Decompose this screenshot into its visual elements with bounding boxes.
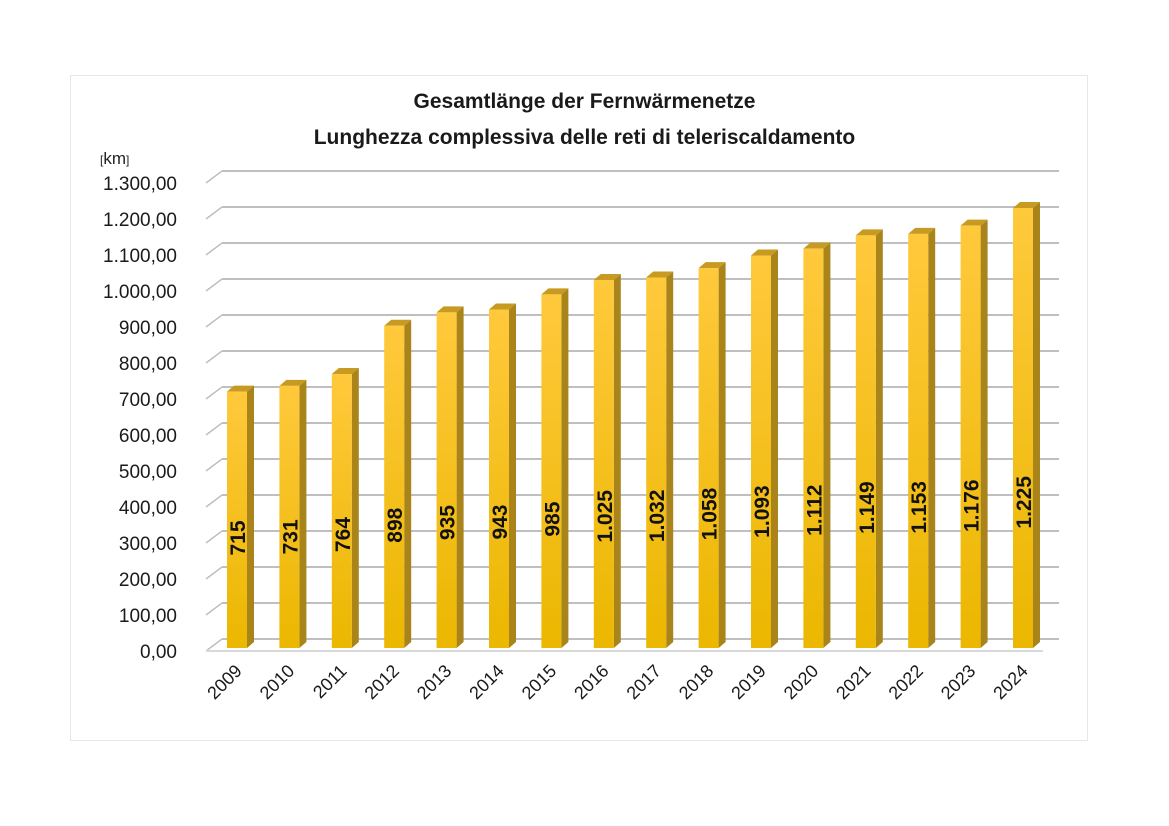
gridline-diagonal	[205, 386, 223, 400]
data-label: 935	[437, 505, 460, 540]
gridline-diagonal	[205, 350, 223, 364]
gridline-diagonal	[205, 638, 223, 652]
x-tick-label: 2020	[780, 661, 822, 703]
gridline-diagonal	[205, 530, 223, 544]
x-tick-label: 2016	[570, 661, 612, 703]
y-tick-label: 700,00	[119, 390, 177, 411]
bars: 715 731 764 898 935 943 985 1.025 1.032 1.058 1.09…	[227, 202, 1040, 649]
data-label: 1.112	[803, 485, 826, 536]
x-tick-label: 2012	[361, 661, 403, 703]
data-label: 731	[279, 519, 302, 554]
x-tick-label: 2011	[309, 661, 351, 703]
gridline-diagonal	[205, 242, 223, 256]
x-tick-label: 2017	[623, 661, 665, 703]
data-label: 1.149	[856, 481, 879, 534]
data-label: 715	[227, 520, 250, 555]
y-tick-label: 0,00	[140, 642, 177, 663]
data-label: 1.058	[699, 487, 722, 540]
x-tick-label: 2021	[832, 661, 874, 703]
bar-2016: 1.025	[593, 274, 621, 648]
data-label: 985	[541, 501, 564, 536]
chart-subtitle: Lunghezza complessiva delle reti di tele…	[313, 126, 856, 149]
data-label: 943	[489, 505, 512, 540]
y-tick-label: 1.100,00	[103, 246, 177, 267]
bar-2017: 1.032	[646, 271, 674, 648]
y-tick-label: 1.200,00	[103, 210, 177, 231]
y-tick-label: 600,00	[119, 426, 177, 447]
data-label: 764	[332, 517, 355, 552]
bar-2023: 1.176	[960, 219, 988, 648]
bar-2013: 935	[436, 306, 464, 648]
x-tick-label: 2014	[465, 661, 507, 703]
x-tick-label: 2015	[518, 661, 560, 703]
gridline-diagonal	[205, 602, 223, 616]
y-tick-label: 200,00	[119, 570, 177, 591]
y-tick-label: 400,00	[119, 498, 177, 519]
gridline-diagonal	[205, 170, 223, 184]
x-tick-label: 2009	[203, 661, 245, 703]
x-tick-label: 2013	[413, 661, 455, 703]
bar-2014: 943	[489, 303, 516, 648]
data-label: 898	[384, 507, 407, 542]
x-tick-label: 2023	[937, 661, 979, 703]
bar-2021: 1.149	[855, 229, 883, 649]
gridline-diagonal	[205, 458, 223, 472]
data-label: 1.225	[1013, 476, 1036, 529]
data-label: 1.025	[594, 490, 617, 543]
unit-text: km	[103, 149, 127, 168]
gridline-diagonal	[205, 566, 223, 580]
data-label: 1.093	[751, 485, 774, 538]
bar-2020: 1.112	[803, 242, 831, 648]
y-tick-label: 100,00	[119, 606, 177, 627]
data-label: 1.153	[908, 481, 931, 534]
bar-2024: 1.225	[1013, 202, 1040, 648]
y-tick-label: 300,00	[119, 534, 177, 555]
bar-2010: 731	[279, 379, 307, 648]
bar-2009: 715	[227, 385, 254, 648]
bar-2015: 985	[541, 288, 569, 648]
gridline-diagonal	[205, 278, 223, 292]
bar-2022: 1.153	[908, 227, 936, 649]
gridline-diagonal	[205, 314, 223, 328]
x-tick-label: 2022	[885, 661, 927, 703]
x-tick-label: 2019	[727, 661, 769, 703]
y-tick-label: 1.300,00	[103, 174, 177, 195]
x-axis: 2009 2010 2011 2012 2013 2014 2015 2016 2017 2018…	[203, 661, 1031, 703]
y-tick-label: 800,00	[119, 354, 177, 375]
x-tick-label: 2018	[675, 661, 717, 703]
bar-2012: 898	[384, 319, 412, 648]
bar-2019: 1.093	[751, 249, 778, 648]
y-tick-label: 1.000,00	[103, 282, 177, 303]
bar-2018: 1.058	[698, 262, 726, 648]
x-tick-label: 2010	[256, 661, 298, 703]
chart-title: Gesamtlänge der Fernwärmenetze	[413, 90, 756, 113]
data-label: 1.032	[646, 490, 669, 543]
y-tick-label: 900,00	[119, 318, 177, 339]
bar-2011: 764	[331, 367, 359, 648]
data-label: 1.176	[961, 479, 984, 532]
y-tick-label: 500,00	[119, 462, 177, 483]
gridline-diagonal	[205, 206, 223, 220]
x-tick-label: 2024	[989, 661, 1031, 703]
gridline-diagonal	[205, 494, 223, 508]
gridline-diagonal	[205, 422, 223, 436]
y-axis-unit-label: [km]	[100, 149, 130, 168]
y-axis: 0,00 100,00 200,00 300,00 400,00 500,00 600,00…	[103, 174, 177, 663]
